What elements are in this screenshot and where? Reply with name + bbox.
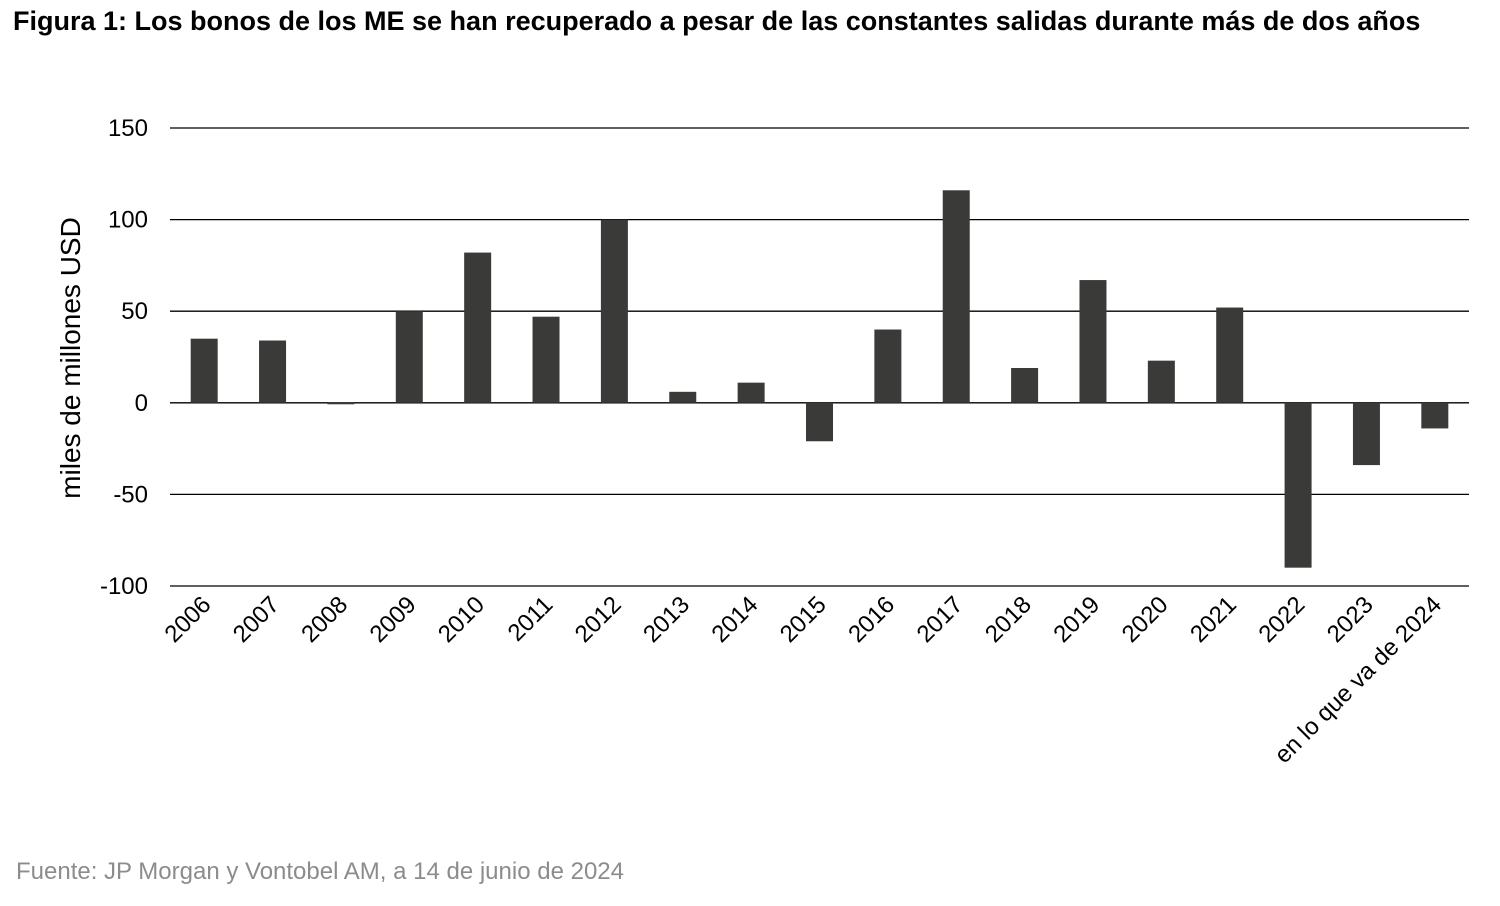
bar	[1421, 402, 1449, 429]
y-axis-ticks: 150 100 50 0 -50 -100	[100, 115, 148, 600]
y-tick-label: 150	[108, 115, 148, 142]
x-tick-label: 2009	[365, 591, 422, 648]
bar	[1147, 360, 1175, 403]
bar	[1079, 280, 1107, 403]
bar	[464, 252, 492, 403]
x-tick-label: 2013	[638, 591, 695, 648]
bar	[874, 329, 902, 403]
bar	[259, 340, 287, 403]
x-tick-label: 2011	[503, 591, 559, 647]
x-tick-label: 2018	[980, 591, 1037, 648]
bar	[1352, 402, 1380, 466]
bar	[1011, 367, 1039, 403]
bars	[190, 190, 1449, 568]
bar	[600, 219, 628, 403]
x-tick-label: 2023	[1322, 591, 1379, 648]
chart-title: Figura 1: Los bonos de los ME se han rec…	[13, 6, 1421, 36]
x-tick-label: 2016	[843, 591, 900, 648]
bar	[942, 190, 970, 403]
x-axis-ticks: 2006 2007 2008 2009 2010 2011 2012 2013 2014 2015…	[160, 591, 1447, 769]
bar	[1284, 402, 1312, 568]
source-note: Fuente: JP Morgan y Vontobel AM, a 14 de…	[16, 858, 624, 885]
x-tick-label: 2015	[775, 591, 832, 648]
bar	[806, 402, 833, 442]
y-tick-label: -50	[113, 481, 148, 508]
x-tick-label: 2021	[1185, 591, 1242, 648]
bar	[327, 402, 355, 405]
y-tick-label: 0	[135, 390, 148, 417]
x-tick-label: 2006	[160, 591, 217, 648]
x-tick-label: 2010	[433, 591, 490, 648]
bar	[190, 338, 218, 403]
y-tick-label: 50	[121, 298, 148, 325]
x-tick-label: 2012	[570, 591, 627, 648]
bar	[1216, 307, 1244, 403]
y-tick-label: -100	[100, 573, 148, 600]
x-tick-label: 2017	[912, 591, 969, 648]
bar	[395, 311, 423, 403]
bar	[669, 391, 697, 403]
x-tick-label: 2020	[1117, 591, 1174, 648]
x-tick-label: 2008	[296, 591, 353, 648]
gridlines	[170, 127, 1469, 587]
x-tick-label: 2007	[228, 591, 285, 648]
bar	[737, 382, 765, 403]
x-tick-label: 2019	[1048, 591, 1105, 648]
x-tick-label: 2014	[707, 591, 764, 648]
bar	[532, 316, 560, 403]
y-tick-label: 100	[108, 207, 148, 234]
y-axis-label: miles de millones USD	[55, 217, 86, 499]
x-tick-label: 2022	[1253, 591, 1310, 648]
